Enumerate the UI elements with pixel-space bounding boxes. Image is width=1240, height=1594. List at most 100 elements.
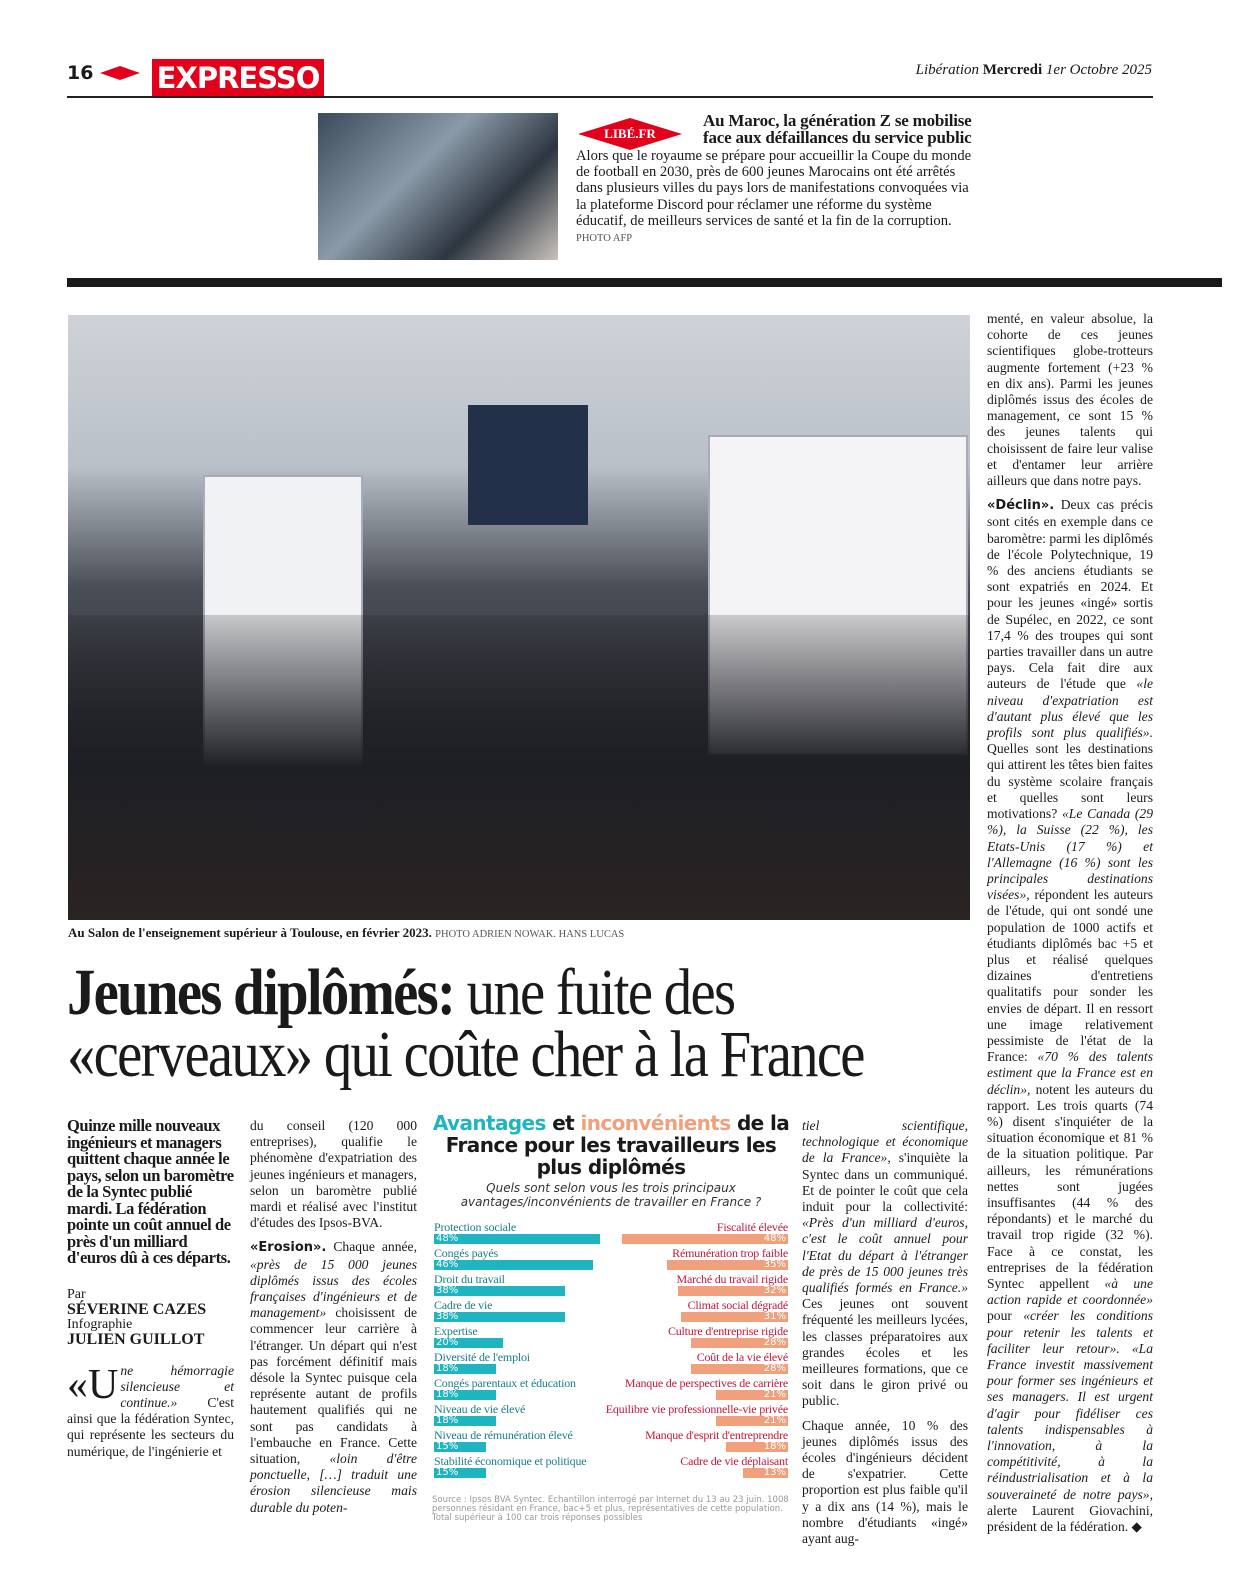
advantage-label: Protection sociale — [434, 1220, 517, 1234]
main-photo — [68, 315, 970, 920]
advantage-bar: 48% — [434, 1234, 600, 1244]
advantage-bar: 38% — [434, 1312, 566, 1322]
header-rule — [67, 96, 1153, 98]
disadvantage-label: Cadre de vie déplaisant — [680, 1454, 788, 1468]
text-run: tiel scientifique, technologique et écon… — [802, 1118, 968, 1166]
date-rest: 1er Octobre 2025 — [1042, 62, 1152, 78]
advantage-bar: 46% — [434, 1260, 593, 1270]
text-run: «le niveau d'expatriation est d'autant p… — [987, 676, 1153, 741]
page-number: 16 — [67, 62, 94, 84]
infographic-label: Infographie — [67, 1316, 133, 1332]
disadvantage-label: Equilibre vie professionnelle-vie privée — [605, 1402, 788, 1416]
photo-caption: Au Salon de l'enseignement supérieur à T… — [68, 925, 968, 941]
drop-cap: «U — [67, 1361, 119, 1408]
caption-text: Au Salon de l'enseignement supérieur à T… — [68, 925, 436, 940]
advantage-bar: 15% — [434, 1442, 486, 1452]
advantage-label: Congés parentaux et éducation — [434, 1376, 576, 1390]
dateline: Libération Mercredi 1er Octobre 2025 — [916, 62, 1152, 79]
disadvantage-bar: 48% — [622, 1234, 788, 1244]
advantage-label: Niveau de vie élevé — [434, 1402, 526, 1416]
text-run: «créer les conditions pour retenir les t… — [987, 1308, 1153, 1502]
paragraph: tiel scientifique, technologique et écon… — [802, 1118, 968, 1410]
chart-row-labels: Congés parentaux et éducation Manque de p… — [434, 1377, 788, 1390]
text-run: «70 % des talents estiment que la France… — [987, 1049, 1153, 1097]
chart-row-labels: Niveau de rémunération élevé Manque d'esp… — [434, 1429, 788, 1442]
brief-photo — [318, 113, 558, 260]
chart-row-bars: 15% 18% — [434, 1442, 788, 1452]
disadvantage-bar: 31% — [681, 1312, 788, 1322]
headline: Jeunes diplômés: une fuite des «cerveaux… — [67, 960, 979, 1088]
chart-row: Droit du travail Marché du travail rigide… — [434, 1273, 788, 1296]
text-run: du conseil (120 000 entreprises), qualif… — [250, 1118, 417, 1231]
bar-chart: Protection sociale Fiscalité élevée 48% 48%… — [434, 1221, 788, 1478]
paragraph: Chaque année, 10 % des jeunes diplômés i… — [802, 1418, 968, 1548]
disadvantage-label: Coût de la vie élevé — [696, 1350, 789, 1364]
text-run: «Le Canada (29 %), la Suisse (22 %), les… — [987, 806, 1154, 903]
chart-row: Niveau de rémunération élevé Manque d'esp… — [434, 1429, 788, 1452]
brief-body: Alors que le royaume se prépare pour acc… — [576, 148, 972, 229]
chart-row-bars: 38% 31% — [434, 1312, 788, 1322]
section-rubric: EXPRESSO — [152, 59, 324, 97]
chart-row-bars: 46% 35% — [434, 1260, 788, 1270]
text-run: ne hémorragie silencieuse et continue.» — [120, 1362, 234, 1410]
advantage-bar: 18% — [434, 1390, 497, 1400]
advantage-bar: 18% — [434, 1364, 497, 1374]
chart-row-labels: Diversité de l'emploi Coût de la vie élev… — [434, 1351, 788, 1364]
infographer-name: JULIEN GUILLOT — [67, 1330, 205, 1348]
headline-bold: Jeunes diplômés: — [67, 956, 456, 1029]
paragraph: du conseil (120 000 entreprises), qualif… — [250, 1118, 417, 1231]
brief-credit: Photo AFP — [576, 233, 633, 245]
standfirst: Quinze mille nouveaux ingénieurs et mana… — [67, 1116, 234, 1267]
text-run: «à une action rapide et coordonnée» — [987, 1275, 1153, 1308]
article-column-3: tiel scientifique, technologique et écon… — [802, 1118, 968, 1555]
chart-row: Expertise Culture d'entreprise rigide 20% 2… — [434, 1325, 788, 1348]
text-run: répondent les auteurs de l'étude, qui on… — [987, 887, 1153, 1065]
disadvantage-bar: 21% — [715, 1416, 788, 1426]
advantage-bar: 38% — [434, 1286, 566, 1296]
date-day: Mercredi — [982, 62, 1043, 78]
disadvantage-bar: 35% — [667, 1260, 788, 1270]
title-and: et — [545, 1111, 581, 1135]
text-run: «loin d'être ponctuelle, […] traduit une… — [250, 1451, 417, 1515]
chart-row-labels: Stabilité économique et politique Cadre d… — [434, 1455, 788, 1468]
advantage-label: Stabilité économique et politique — [434, 1454, 587, 1468]
disadvantage-bar: 32% — [677, 1286, 788, 1296]
chart-row: Diversité de l'emploi Coût de la vie élev… — [434, 1351, 788, 1374]
chart-row-bars: 48% 48% — [434, 1234, 788, 1244]
infographic: Avantages et inconvénients de la France … — [432, 1112, 790, 1523]
article-column-1: «U ne hémorragie silencieuse et continue.… — [67, 1363, 234, 1460]
disadvantage-bar: 13% — [743, 1468, 788, 1478]
chart-row-bars: 20% 28% — [434, 1338, 788, 1348]
chart-row-bars: 18% 28% — [434, 1364, 788, 1374]
disadvantage-bar: 21% — [715, 1390, 788, 1400]
paragraph: menté, en valeur absolue, la cohorte de … — [987, 311, 1153, 489]
diamond-icon — [100, 66, 140, 80]
text-run: «Près d'un milliard d'euros, c'est le co… — [802, 1215, 968, 1296]
chart-row-bars: 38% 32% — [434, 1286, 788, 1296]
disadvantage-label: Marché du travail rigide — [676, 1272, 789, 1286]
text-run: notent les auteurs du rapport. Les trois… — [987, 1081, 1153, 1291]
article-column-2: du conseil (120 000 entreprises), qualif… — [250, 1118, 417, 1524]
advantage-bar: 15% — [434, 1468, 486, 1478]
headline-rest: une fuite des «cerveaux» qui coûte cher … — [67, 956, 865, 1091]
disadvantage-label: Culture d'entreprise rigide — [667, 1324, 788, 1338]
chart-row: Niveau de vie élevé Equilibre vie profess… — [434, 1403, 788, 1426]
disadvantage-label: Climat social dégradé — [687, 1298, 789, 1312]
disadvantage-bar: 28% — [691, 1338, 788, 1348]
text-run: «près de 15 000 jeunes diplômés issus de… — [250, 1256, 417, 1321]
chart-row-labels: Congés payés Rémunération trop faible — [434, 1247, 788, 1260]
chart-row: Stabilité économique et politique Cadre d… — [434, 1455, 788, 1478]
chart-row: Cadre de vie Climat social dégradé 38% 31% — [434, 1299, 788, 1322]
text-run: Ces jeunes ont souvent fréquenté les mei… — [802, 1296, 968, 1409]
disadvantage-label: Rémunération trop faible — [672, 1246, 788, 1260]
text-run: pour — [987, 1308, 1024, 1324]
disadvantage-bar: 18% — [725, 1442, 788, 1452]
text-run: alerte Laurent Giovachini, président de … — [987, 1502, 1153, 1535]
advantage-label: Diversité de l'emploi — [434, 1350, 530, 1364]
brief-text: Alors que le royaume se prépare pour acc… — [576, 148, 976, 247]
title-rest: de la France pour les travailleurs les p… — [445, 1111, 790, 1179]
article-column-4: menté, en valeur absolue, la cohorte de … — [987, 311, 1153, 1543]
chart-row-labels: Cadre de vie Climat social dégradé — [434, 1299, 788, 1312]
left-column: Quinze mille nouveaux ingénieurs et mana… — [67, 1116, 237, 1460]
chart-row-bars: 15% 13% — [434, 1468, 788, 1478]
